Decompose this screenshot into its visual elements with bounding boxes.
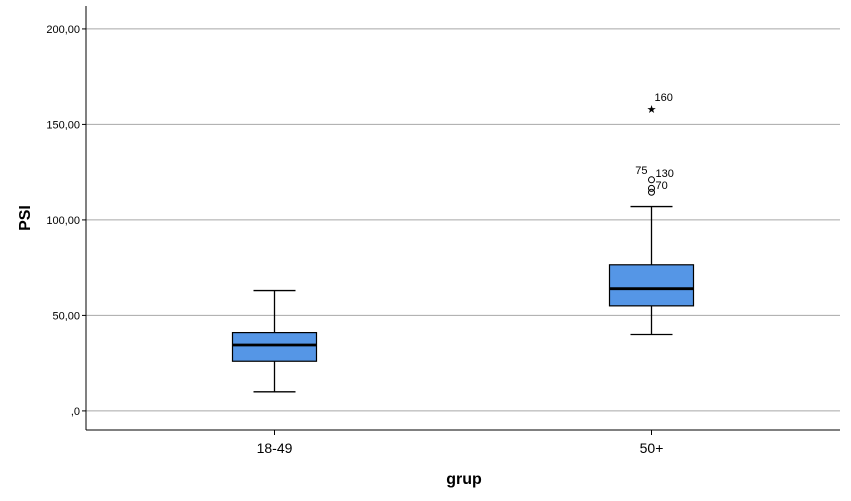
x-axis-title: grup bbox=[446, 471, 482, 488]
y-axis-title: PSI bbox=[17, 205, 34, 231]
y-tick-label: 200,00 bbox=[46, 24, 80, 36]
x-tick-label: 18-49 bbox=[257, 440, 293, 456]
y-tick-label: 150,00 bbox=[46, 119, 80, 131]
gridlines bbox=[86, 28, 840, 412]
outlier-label: 75 bbox=[635, 165, 647, 177]
y-tick-label: 100,00 bbox=[46, 215, 80, 227]
y-axis-ticks: ,0 50,00 100,00 150,00 200,00 bbox=[46, 24, 86, 418]
iqr-box bbox=[231, 331, 318, 362]
y-tick-label: 50,00 bbox=[52, 310, 80, 322]
iqr-box bbox=[608, 264, 695, 307]
outlier-label: 160 bbox=[655, 92, 673, 104]
outlier-label: 130 bbox=[656, 168, 674, 180]
outlier-label: 70 bbox=[656, 180, 668, 192]
box-1 bbox=[231, 289, 318, 393]
x-axis-ticks: 18-49 50+ bbox=[257, 430, 664, 456]
outlier-point bbox=[648, 184, 655, 192]
y-tick-label: ,0 bbox=[71, 406, 80, 418]
outlier-point bbox=[648, 188, 655, 196]
x-tick-label: 50+ bbox=[640, 440, 664, 456]
outlier-point bbox=[648, 176, 655, 184]
extreme-outlier-star: ★ bbox=[647, 104, 657, 116]
